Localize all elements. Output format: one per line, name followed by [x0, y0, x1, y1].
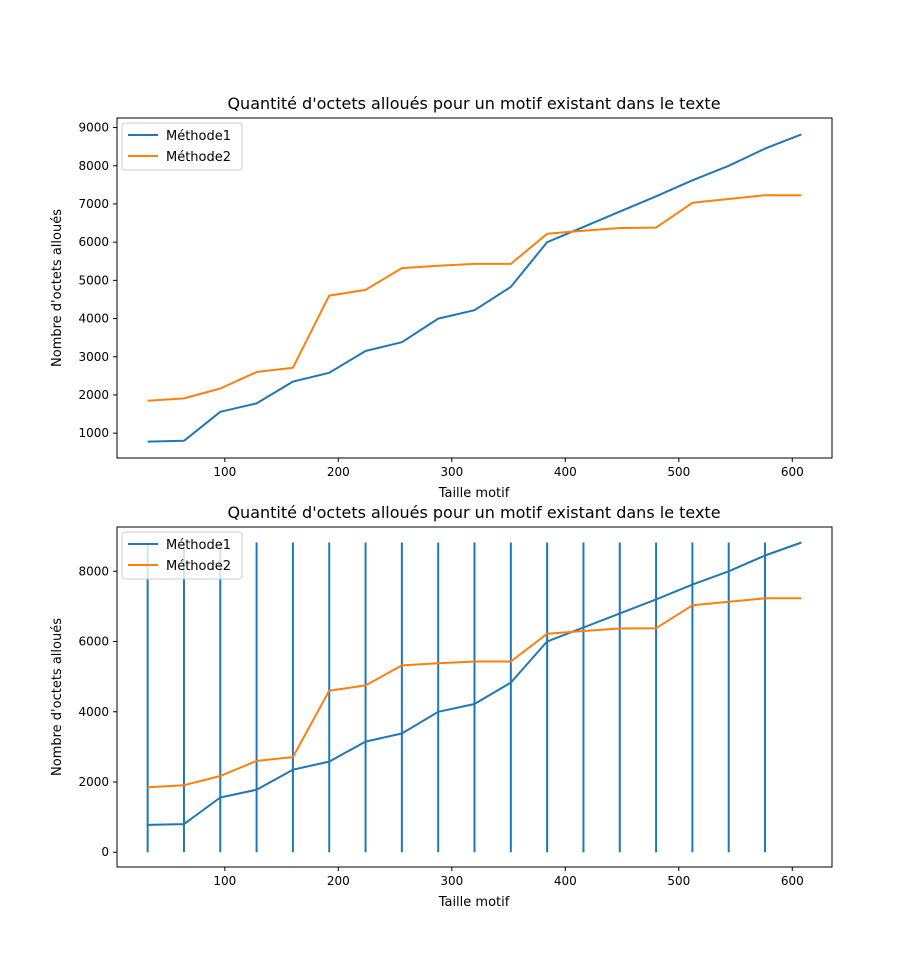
y-axis-label: Nombre d'octets alloués	[50, 209, 65, 367]
y-tick-label: 7000	[78, 197, 109, 211]
x-tick-label: 300	[440, 465, 463, 479]
series-line-methode2	[147, 597, 802, 789]
x-tick-label: 600	[781, 465, 804, 479]
y-tick-label: 4000	[78, 705, 109, 719]
axis-ticks: 100 200 300 400 500 600 1000 2000 3000 4000 5000 60…	[78, 121, 803, 479]
y-tick-label: 2000	[78, 388, 109, 402]
chart-title: Quantité d'octets alloués pour un motif …	[227, 94, 720, 113]
y-tick-label: 1000	[78, 426, 109, 440]
y-tick-label: 9000	[78, 121, 109, 135]
x-tick-label: 100	[213, 465, 236, 479]
plot-frame	[116, 526, 833, 868]
y-tick-label: 0	[101, 845, 109, 859]
x-tick-label: 500	[667, 465, 690, 479]
series-line-methode1	[147, 133, 802, 443]
chart-title: Quantité d'octets alloués pour un motif …	[227, 503, 720, 522]
legend: Méthode1 Méthode2	[121, 531, 243, 580]
legend: Méthode1 Méthode2	[121, 122, 243, 171]
y-tick-label: 6000	[78, 635, 109, 649]
y-axis-label: Nombre d'octets alloués	[50, 618, 65, 776]
x-tick-label: 200	[327, 874, 350, 888]
legend-label-methode2: Méthode2	[166, 559, 231, 574]
chart-bottom: Quantité d'octets alloués pour un motif …	[50, 503, 833, 910]
x-tick-label: 300	[440, 874, 463, 888]
y-tick-label: 5000	[78, 273, 109, 287]
legend-label-methode1: Méthode1	[166, 538, 231, 553]
y-tick-label: 4000	[78, 312, 109, 326]
y-tick-label: 2000	[78, 775, 109, 789]
y-tick-label: 6000	[78, 235, 109, 249]
y-tick-label: 3000	[78, 350, 109, 364]
chart-top: Quantité d'octets alloués pour un motif …	[50, 94, 833, 501]
plot-area	[146, 541, 802, 853]
x-tick-label: 400	[554, 465, 577, 479]
x-tick-label: 200	[327, 465, 350, 479]
plot-area	[147, 133, 802, 443]
legend-label-methode1: Méthode1	[166, 129, 231, 144]
x-axis-label: Taille motif	[438, 486, 510, 501]
x-tick-label: 100	[213, 874, 236, 888]
series-line-methode2	[147, 194, 802, 402]
y-tick-label: 8000	[78, 564, 109, 578]
legend-label-methode2: Méthode2	[166, 150, 231, 165]
plot-frame	[116, 117, 833, 459]
y-tick-label: 8000	[78, 159, 109, 173]
x-axis-label: Taille motif	[438, 895, 510, 910]
x-tick-label: 600	[781, 874, 804, 888]
x-tick-label: 400	[554, 874, 577, 888]
x-tick-label: 500	[667, 874, 690, 888]
series-line-methode1	[147, 541, 802, 826]
